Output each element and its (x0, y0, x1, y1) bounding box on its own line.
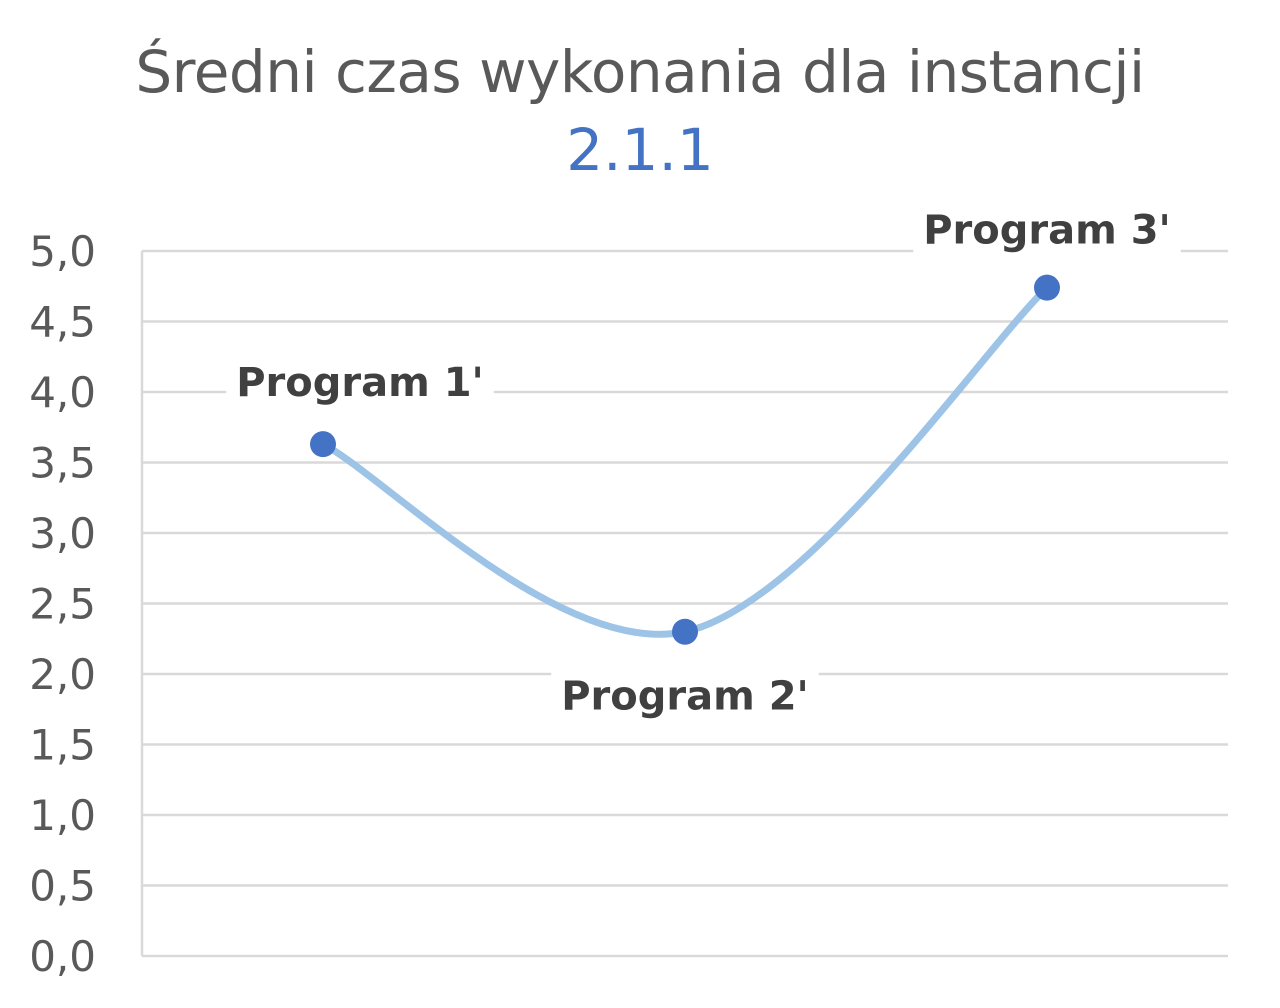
y-tick-label: 2,5 (29, 580, 96, 629)
data-label-background (551, 669, 819, 724)
y-tick-label: 3,0 (29, 509, 96, 558)
y-tick-label: 3,5 (29, 439, 96, 488)
data-point (310, 431, 336, 458)
grid-lines (140, 249, 1228, 958)
y-tick-label: 1,5 (29, 721, 96, 770)
y-tick-label: 5,0 (29, 227, 96, 276)
series-line-path (319, 284, 1051, 638)
data-point (1034, 274, 1060, 301)
y-tick-label: 1,0 (29, 791, 96, 840)
chart-title: Średni czas wykonania dla instancji (135, 38, 1145, 106)
series-line (319, 284, 1051, 638)
data-label-group: Program 3' (913, 203, 1181, 258)
data-label: Program 3' (923, 208, 1171, 254)
y-axis-ticks: 0,0 0,5 1,0 1,5 2,0 2,5 3,0 3,5 4,0 4,5 5,0 (29, 227, 96, 981)
y-tick-label: 0,5 (29, 862, 96, 911)
data-label: Program 1' (236, 360, 484, 406)
data-points (310, 274, 1060, 645)
data-point (672, 618, 698, 645)
data-label-background (913, 203, 1181, 258)
chart-subtitle: 2.1.1 (566, 116, 714, 184)
data-label-group: Program 1' (226, 356, 494, 411)
y-tick-label: 4,5 (29, 298, 96, 347)
y-tick-label: 0,0 (29, 932, 96, 981)
y-tick-label: 2,0 (29, 650, 96, 699)
data-label: Program 2' (561, 674, 809, 720)
data-label-group: Program 2' (551, 669, 819, 724)
y-tick-label: 4,0 (29, 368, 96, 417)
data-labels: Program 1' Program 2' Program 3' (226, 203, 1181, 724)
data-label-background (226, 356, 494, 411)
